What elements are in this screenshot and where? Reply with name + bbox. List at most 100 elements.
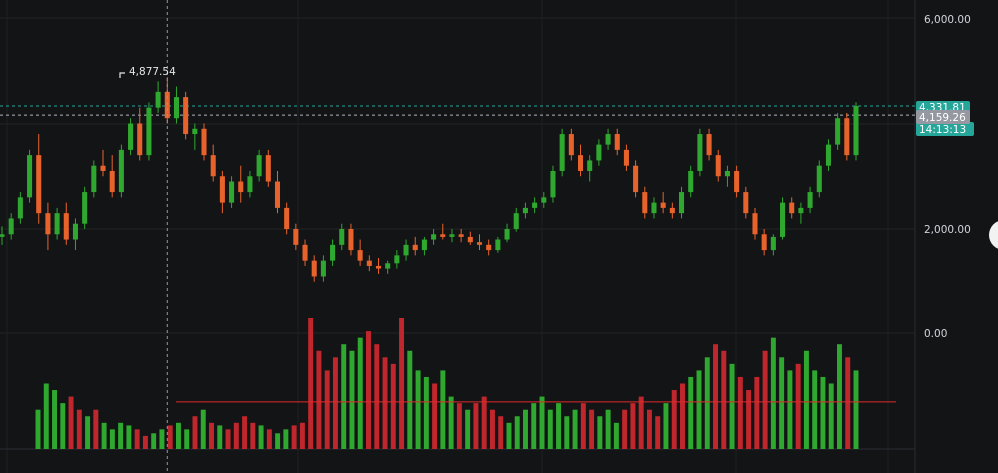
candle-body-13 — [118, 149, 124, 193]
candle-body-6 — [54, 213, 60, 235]
candle-39 — [357, 239, 363, 266]
volume-bar-46 — [415, 370, 421, 449]
candle-body-41 — [375, 265, 382, 269]
volume-bar-41 — [374, 344, 380, 449]
candle-body-4 — [36, 155, 42, 214]
candle-body-14 — [128, 123, 134, 150]
candle-body-55 — [504, 229, 510, 240]
candle-75 — [688, 165, 694, 198]
candle-29 — [265, 149, 271, 187]
volume-bar-15 — [159, 429, 165, 449]
candle-body-57 — [522, 207, 528, 214]
candle-body-79 — [724, 170, 730, 177]
volume-bar-48 — [432, 383, 438, 449]
candle-92 — [844, 112, 850, 161]
volume-bar-91 — [787, 370, 793, 449]
candle-33 — [302, 239, 308, 266]
candle-body-34 — [311, 260, 317, 277]
volume-bar-73 — [638, 396, 644, 449]
candle-23 — [210, 144, 216, 182]
candle-body-68 — [623, 149, 629, 166]
candle-20 — [183, 91, 189, 140]
volume-bar-16 — [167, 425, 173, 449]
volume-bar-49 — [440, 370, 446, 449]
volume-bar-96 — [828, 383, 834, 449]
candle-22 — [201, 123, 207, 161]
candle-body-15 — [137, 123, 143, 156]
candle-body-2 — [17, 197, 23, 219]
candle-body-19 — [173, 97, 179, 119]
candle-body-39 — [357, 250, 363, 261]
candle-body-38 — [348, 229, 354, 251]
candle-49 — [449, 229, 455, 243]
candle-body-78 — [715, 155, 721, 177]
candle-83 — [761, 229, 767, 256]
candle-body-18 — [164, 91, 170, 119]
candle-43 — [394, 250, 400, 269]
candle-body-40 — [366, 260, 372, 266]
candle-body-33 — [302, 244, 308, 261]
volume-bar-23 — [225, 429, 231, 449]
volume-bar-17 — [175, 422, 181, 449]
volume-bar-54 — [481, 396, 487, 449]
volume-bar-71 — [622, 409, 628, 449]
candle-body-27 — [247, 176, 253, 193]
candle-58 — [532, 197, 538, 214]
candle-82 — [752, 207, 758, 240]
candle-body-51 — [467, 236, 473, 243]
panel-toggle-handle[interactable] — [989, 220, 998, 250]
candle-body-29 — [265, 155, 271, 182]
candle-body-74 — [679, 192, 685, 214]
volume-bar-87 — [754, 376, 760, 449]
volume-bar-20 — [200, 409, 206, 449]
candle-body-46 — [421, 239, 427, 251]
volume-bar-60 — [531, 403, 537, 449]
candle-67 — [614, 128, 620, 156]
candle-body-23 — [210, 155, 216, 177]
candle-7 — [63, 202, 69, 245]
candle-88 — [807, 186, 813, 214]
volume-bar-0 — [35, 409, 41, 449]
candle-body-25 — [229, 181, 235, 203]
candle-body-69 — [633, 165, 639, 193]
candle-21 — [192, 123, 198, 150]
candle-65 — [596, 139, 602, 166]
volume-bar-72 — [630, 403, 636, 449]
volume-bar-99 — [853, 370, 859, 449]
candle-body-56 — [513, 213, 519, 229]
candle-93 — [853, 102, 859, 161]
candle-body-60 — [550, 170, 556, 198]
volume-bar-94 — [812, 370, 818, 449]
volume-bar-32 — [299, 422, 305, 449]
candle-64 — [587, 155, 593, 182]
volume-bar-56 — [498, 416, 504, 449]
volume-bar-55 — [489, 409, 495, 449]
candle-51 — [467, 231, 473, 245]
candle-68 — [623, 144, 629, 171]
candle-body-91 — [835, 118, 841, 145]
candle-79 — [724, 165, 730, 187]
candle-60 — [550, 165, 556, 203]
candle-42 — [385, 260, 391, 274]
candle-26 — [238, 165, 244, 203]
candle-body-61 — [559, 134, 565, 171]
candle-body-17 — [155, 91, 161, 108]
candle-62 — [568, 128, 574, 161]
candle-69 — [633, 160, 639, 198]
candle-body-64 — [587, 160, 593, 171]
volume-bar-40 — [366, 331, 371, 449]
volume-tick-label-0: 0.00 — [924, 328, 947, 340]
candle-57 — [522, 202, 528, 219]
volume-bar-22 — [217, 425, 223, 449]
candle-61 — [559, 128, 565, 177]
volume-bar-27 — [258, 425, 264, 449]
volume-bar-24 — [233, 422, 239, 449]
candle-body-47 — [431, 234, 437, 240]
high-price-label: 4,877.54 — [129, 66, 176, 78]
volume-bar-39 — [357, 337, 363, 449]
volume-bar-68 — [597, 416, 603, 449]
volume-bar-83 — [721, 350, 727, 449]
candle-body-89 — [816, 165, 822, 193]
candle-27 — [247, 170, 253, 198]
